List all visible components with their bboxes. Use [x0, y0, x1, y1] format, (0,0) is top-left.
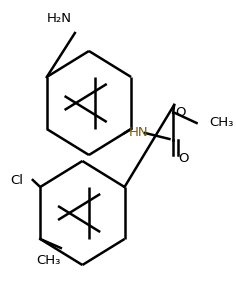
- Text: O: O: [175, 107, 186, 120]
- Text: O: O: [178, 151, 189, 164]
- Text: Cl: Cl: [10, 173, 23, 187]
- Text: CH₃: CH₃: [37, 253, 61, 266]
- Text: H₂N: H₂N: [46, 12, 72, 24]
- Text: HN: HN: [129, 126, 149, 139]
- Text: CH₃: CH₃: [210, 117, 234, 130]
